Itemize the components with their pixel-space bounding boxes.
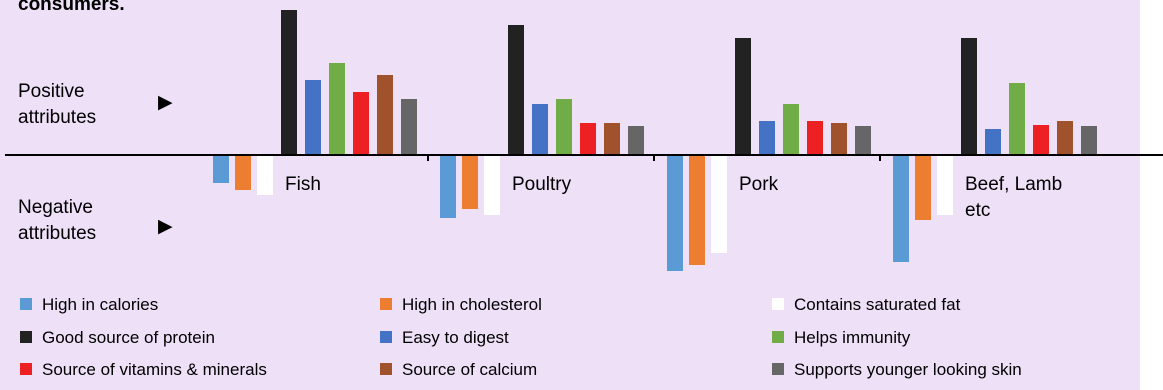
- bar-fish-source-of-calcium: [377, 75, 393, 155]
- category-labels: Fish Poultry Pork Beef, Lamb etc: [285, 174, 1062, 221]
- bar-pork-good-source-of-protein: [735, 38, 751, 155]
- bar-beef-lamb-etc-high-in-calories: [893, 155, 909, 262]
- bar-fish-supports-younger-looking-skin: [401, 99, 417, 155]
- legend-swatch-good-source-of-protein: [20, 331, 32, 343]
- bar-pork-contains-saturated-fat: [711, 155, 727, 253]
- negative-marker-icon: ▶: [158, 216, 173, 237]
- bar-fish-contains-saturated-fat: [257, 155, 273, 195]
- bar-pork-high-in-cholesterol: [689, 155, 705, 265]
- bar-poultry-helps-immunity: [556, 99, 572, 155]
- bar-pork-supports-younger-looking-skin: [855, 126, 871, 155]
- category-label-poultry: Poultry: [512, 174, 572, 195]
- legend-swatch-source-of-calcium: [380, 363, 392, 375]
- bar-poultry-high-in-cholesterol: [462, 155, 478, 209]
- legend-label-good-source-of-protein: Good source of protein: [42, 328, 215, 347]
- bar-fish-good-source-of-protein: [281, 10, 297, 155]
- legend-swatch-source-of-vitamins-minerals: [20, 363, 32, 375]
- bar-beef-lamb-etc-source-of-vitamins-minerals: [1033, 125, 1049, 155]
- bar-poultry-easy-to-digest: [532, 104, 548, 155]
- legend-label-high-in-cholesterol: High in cholesterol: [402, 295, 542, 314]
- bar-poultry-high-in-calories: [440, 155, 456, 218]
- legend-item-high-in-calories: High in calories: [20, 295, 158, 314]
- legend-swatch-easy-to-digest: [380, 331, 392, 343]
- category-label-fish: Fish: [285, 174, 321, 195]
- positive-label-line-2: attributes: [18, 107, 96, 128]
- positive-label-line-1: Positive: [18, 81, 85, 102]
- legend-item-helps-immunity: Helps immunity: [772, 328, 911, 347]
- bar-pork-helps-immunity: [783, 104, 799, 155]
- bar-pork-source-of-vitamins-minerals: [807, 121, 823, 155]
- bar-beef-lamb-etc-easy-to-digest: [985, 129, 1001, 155]
- bar-poultry-good-source-of-protein: [508, 25, 524, 155]
- category-label-pork: Pork: [739, 174, 779, 195]
- legend-item-supports-younger-looking-skin: Supports younger looking skin: [772, 360, 1022, 379]
- axis-ticks: [427, 155, 881, 161]
- legend-label-source-of-calcium: Source of calcium: [402, 360, 537, 379]
- legend-swatch-helps-immunity: [772, 331, 784, 343]
- bar-fish-helps-immunity: [329, 63, 345, 155]
- bar-poultry-contains-saturated-fat: [484, 155, 500, 215]
- legend-label-source-of-vitamins-minerals: Source of vitamins & minerals: [42, 360, 267, 379]
- legend-item-easy-to-digest: Easy to digest: [380, 328, 509, 347]
- legend-swatch-high-in-cholesterol: [380, 298, 392, 310]
- bar-fish-high-in-calories: [213, 155, 229, 183]
- legend-swatch-supports-younger-looking-skin: [772, 363, 784, 375]
- bar-poultry-source-of-calcium: [604, 123, 620, 155]
- negative-label-line-2: attributes: [18, 223, 96, 244]
- legend-swatch-high-in-calories: [20, 298, 32, 310]
- legend-item-source-of-calcium: Source of calcium: [380, 360, 537, 379]
- bar-beef-lamb-etc-high-in-cholesterol: [915, 155, 931, 220]
- legend-item-high-in-cholesterol: High in cholesterol: [380, 295, 542, 314]
- bar-poultry-supports-younger-looking-skin: [628, 126, 644, 155]
- bar-fish-high-in-cholesterol: [235, 155, 251, 190]
- legend: High in calories High in cholesterol Conta…: [20, 295, 1022, 379]
- legend-label-helps-immunity: Helps immunity: [794, 328, 911, 347]
- bar-fish-source-of-vitamins-minerals: [353, 92, 369, 155]
- legend-label-easy-to-digest: Easy to digest: [402, 328, 509, 347]
- chart-title: consumers.: [18, 0, 125, 15]
- bar-fish-easy-to-digest: [305, 80, 321, 155]
- bar-pork-easy-to-digest: [759, 121, 775, 155]
- bar-pork-high-in-calories: [667, 155, 683, 271]
- legend-label-high-in-calories: High in calories: [42, 295, 158, 314]
- bar-beef-lamb-etc-supports-younger-looking-skin: [1081, 126, 1097, 155]
- legend-item-good-source-of-protein: Good source of protein: [20, 328, 215, 347]
- legend-item-contains-saturated-fat: Contains saturated fat: [772, 295, 961, 314]
- bar-beef-lamb-etc-helps-immunity: [1009, 83, 1025, 155]
- legend-label-supports-younger-looking-skin: Supports younger looking skin: [794, 360, 1022, 379]
- negative-label-line-1: Negative: [18, 197, 93, 218]
- positive-marker-icon: ▶: [158, 92, 173, 113]
- bars-layer: [213, 10, 1097, 271]
- category-label-beef-lamb-etc-line-2: etc: [965, 200, 990, 221]
- legend-label-contains-saturated-fat: Contains saturated fat: [794, 295, 961, 314]
- bar-beef-lamb-etc-contains-saturated-fat: [937, 155, 953, 215]
- bar-beef-lamb-etc-source-of-calcium: [1057, 121, 1073, 155]
- bar-pork-source-of-calcium: [831, 123, 847, 155]
- legend-swatch-contains-saturated-fat: [772, 298, 784, 310]
- bar-beef-lamb-etc-good-source-of-protein: [961, 38, 977, 155]
- bar-poultry-source-of-vitamins-minerals: [580, 123, 596, 155]
- category-label-beef-lamb-etc: Beef, Lamb: [965, 174, 1062, 195]
- legend-item-source-of-vitamins-minerals: Source of vitamins & minerals: [20, 360, 267, 379]
